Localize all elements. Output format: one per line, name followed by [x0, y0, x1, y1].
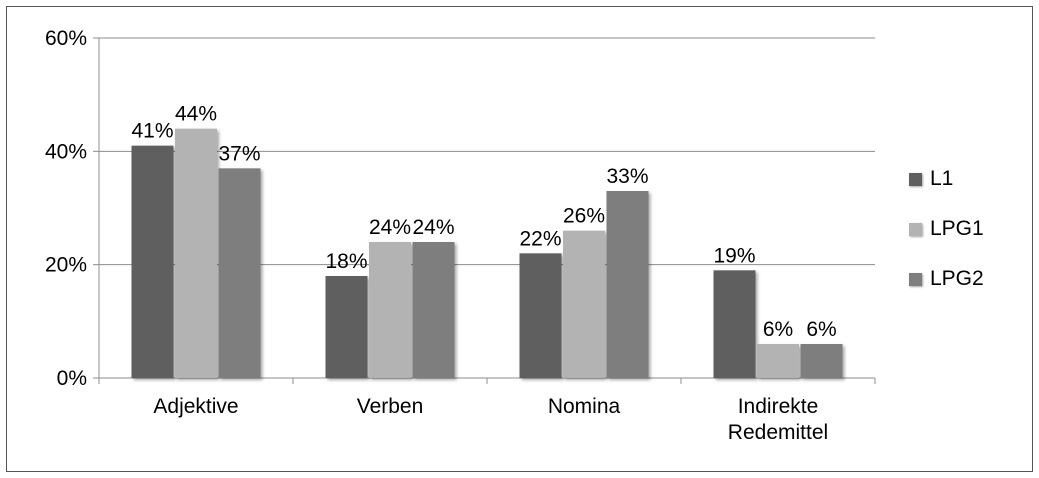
bar-lpg2-2 [606, 191, 649, 378]
data-label: 44% [175, 103, 217, 126]
chart-frame: 0% 20% 40% 60% 41% 44% 37% Adjektive 18% 24% 24% Ve… [6, 6, 1033, 472]
data-label: 24% [412, 216, 454, 239]
legend-item-lpg1: LPG1 [909, 217, 984, 241]
x-tick-label: Verben [357, 395, 424, 418]
legend-label-lpg2: LPG2 [930, 267, 984, 290]
legend-swatch-l1 [909, 172, 922, 186]
bar-l1-2 [519, 253, 562, 378]
bar-l1-3 [713, 270, 756, 378]
data-label: 6% [763, 318, 793, 341]
legend-item-lpg2: LPG2 [909, 267, 984, 291]
x-tick-label: Redemittel [728, 421, 828, 444]
bar-l1-0 [131, 145, 174, 378]
y-tick-label: 20% [45, 254, 87, 277]
bar-lpg2-1 [412, 242, 455, 378]
x-tick-label: Indirekte [738, 395, 819, 418]
legend-swatch-lpg1 [909, 222, 922, 236]
bar-lpg2-0 [218, 168, 261, 378]
bar-lpg1-1 [369, 242, 411, 378]
x-tick-label: Nomina [548, 395, 621, 418]
legend-label-l1: L1 [930, 167, 954, 190]
legend-label-lpg1: LPG1 [930, 217, 984, 240]
y-tick-label: 40% [45, 140, 87, 163]
data-label: 18% [325, 250, 367, 273]
bar-lpg1-2 [563, 230, 605, 378]
data-label: 22% [519, 227, 561, 250]
data-label: 19% [713, 244, 755, 267]
bar-l1-1 [325, 276, 368, 378]
bar-lpg1-0 [175, 128, 217, 378]
bar-lpg1-3 [757, 344, 799, 378]
data-label: 41% [131, 120, 173, 143]
data-label: 26% [563, 205, 605, 228]
data-label: 33% [606, 165, 648, 188]
legend: L1 LPG1 LPG2 [909, 167, 984, 317]
data-label: 6% [806, 318, 836, 341]
x-tick-label: Adjektive [153, 395, 238, 418]
legend-swatch-lpg2 [909, 272, 922, 286]
data-label: 24% [369, 216, 411, 239]
y-tick-label: 60% [45, 27, 87, 50]
bar-lpg2-3 [800, 344, 843, 378]
data-label: 37% [218, 142, 260, 165]
y-tick-label: 0% [57, 367, 87, 390]
legend-item-l1: L1 [909, 167, 984, 191]
